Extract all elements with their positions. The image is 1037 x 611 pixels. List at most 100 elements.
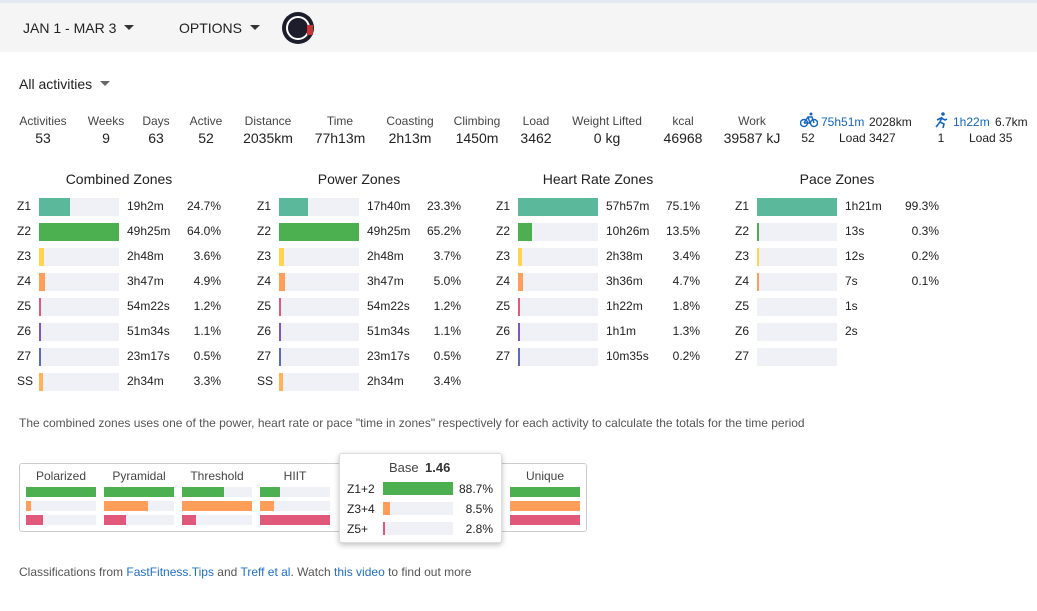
stat-label: Weight Lifted [572,114,642,128]
zone-bar-track [518,323,598,341]
footer-link[interactable]: this video [334,565,385,579]
model-bar [26,487,96,497]
zone-percent: 99.3% [904,199,939,213]
stat-value: 39587 kJ [723,130,781,146]
model-name: Threshold [190,469,244,483]
zone-time: 2h34m [367,374,404,388]
filter-button[interactable]: All activities [19,76,111,92]
tooltip-bar-track [383,502,453,515]
model-bar-track [104,515,174,525]
zone-label: Z3 [17,249,32,263]
zone-percent: 0.2% [911,249,939,263]
zone-time: 7s [845,274,858,288]
zone-time: 51m34s [127,324,170,338]
run-icon [935,112,948,128]
zone-bar [518,223,533,241]
zone-bar [518,273,523,291]
zone-label: Z3 [496,249,511,263]
stat-value: 2035km [243,130,293,146]
zone-bar-track [518,223,598,241]
zone-label: Z6 [735,324,750,338]
zone-bar [518,348,520,366]
zone-label: Z4 [17,274,32,288]
model-bar [182,501,252,511]
zone-table-title: Power Zones [317,171,401,187]
model-name: Unique [525,469,565,483]
zone-bar [518,323,520,341]
zone-label: Z3 [735,249,750,263]
stat-value: 0 kg [593,130,621,146]
footer-link[interactable]: FastFitness.Tips [126,565,214,579]
zone-time: 10h26m [606,224,650,238]
zone-time: 54m22s [127,299,170,313]
zone-bar [518,298,520,316]
zone-time: 13s [845,224,865,238]
zone-label: Z4 [257,274,272,288]
zone-label: SS [17,374,34,388]
zone-bar [757,223,759,241]
zone-bar-track [757,223,837,241]
zone-table-title: Heart Rate Zones [542,171,654,187]
tooltip-label: Z5+ [347,522,369,536]
model-bar [260,487,281,497]
zone-bar-track [39,273,119,291]
model-bar [510,501,580,511]
zone-bar [757,248,759,266]
zone-percent: 1.3% [672,324,700,338]
classification-box [19,463,587,532]
model-bar [182,515,196,525]
model-bar-track [260,501,330,511]
zone-percent: 13.5% [665,224,700,238]
stat-value: 77h13m [314,130,366,146]
zone-label: Z6 [496,324,511,338]
zone-percent: 3.7% [433,249,461,263]
zone-bar-track [757,273,837,291]
zone-time: 1s [845,299,858,313]
dropdown-arrow [124,25,135,30]
options-button[interactable]: OPTIONS [179,20,260,36]
tooltip-bar-track [383,522,453,535]
date-range-button[interactable]: JAN 1 - MAR 3 [23,20,135,36]
model-bar [26,515,43,525]
model-bar-track [182,515,252,525]
zone-bar-track [279,348,359,366]
zone-label: Z5 [17,299,32,313]
tooltip-bar [383,502,390,515]
zone-time: 2h48m [127,249,164,263]
footer: Classifications from FastFitness.Tips an… [19,565,471,579]
model-name: Polarized [35,469,87,483]
zone-percent: 1.1% [433,324,461,338]
zone-time: 57h57m [606,199,650,213]
tooltip: Base 1.46 Z1+2 88.7% Z3+4 8.5% Z5+ 2.8% [339,453,502,543]
zone-bar [39,373,44,391]
zone-bar [279,223,359,241]
zone-label: Z2 [257,224,272,238]
model-bar-track [26,515,96,525]
zone-time: 2h48m [367,249,404,263]
avatar[interactable] [281,11,315,45]
zone-time: 51m34s [367,324,410,338]
zone-percent: 24.7% [186,199,221,213]
stat-value: 63 [148,130,164,146]
zone-bar [39,298,41,316]
zone-time: 1h21m [845,199,882,213]
ride-icon [800,112,818,128]
zone-bar [279,248,284,266]
stat-label: Work [738,114,766,128]
zone-label: Z6 [17,324,32,338]
zone-percent: 1.1% [193,324,221,338]
footer-text: to find out more [384,565,472,579]
zone-percent: 0.5% [433,349,461,363]
zone-time: 17h40m [367,199,411,213]
zone-bar [279,348,281,366]
tooltip-label: Z3+4 [347,502,375,516]
zone-label: Z5 [257,299,272,313]
zone-bar [757,198,837,216]
stat-label: Active [189,114,223,128]
footer-link[interactable]: Treff et al [240,565,291,579]
tooltip-percent: 2.8% [465,522,493,536]
zone-time: 49h25m [367,224,411,238]
zone-bar-track [757,323,837,341]
dropdown-arrow [249,25,260,30]
